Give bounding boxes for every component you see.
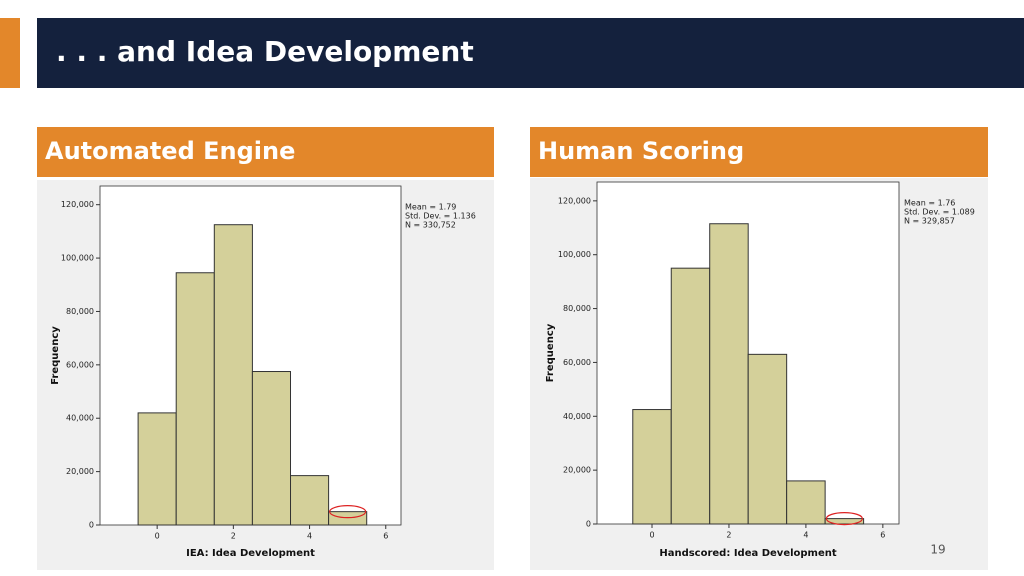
y-axis-label: Frequency [545, 323, 556, 382]
bar [824, 518, 865, 525]
x-axis-label: Handscored: Idea Development [659, 548, 837, 559]
x-axis-label: IEA: Idea Development [186, 548, 315, 559]
panel-title: Human Scoring [538, 137, 744, 165]
slide-title: . . . and Idea Development [56, 35, 474, 68]
page-number: 19 [930, 543, 945, 557]
x-tick-label: 2 [726, 531, 731, 540]
y-tick-label: 20,000 [66, 467, 94, 476]
bar [137, 412, 177, 526]
y-axis-label: Frequency [50, 326, 61, 385]
header-bar [37, 18, 1024, 88]
highlight-circle [329, 505, 367, 519]
x-tick-label: 6 [880, 531, 885, 540]
bar [632, 409, 672, 525]
stat-label: Mean = 1.76 [904, 199, 955, 208]
stat-label: N = 330,752 [405, 221, 456, 230]
stat-label: N = 329,857 [904, 217, 955, 226]
y-tick-label: 0 [89, 521, 94, 530]
y-tick-label: 40,000 [66, 414, 94, 423]
y-tick-label: 120,000 [61, 200, 94, 209]
x-tick-label: 4 [803, 531, 808, 540]
y-tick-label: 80,000 [563, 304, 591, 313]
bar [290, 475, 330, 526]
y-tick-label: 60,000 [563, 358, 591, 367]
panel-header [530, 127, 988, 177]
x-tick-label: 6 [383, 532, 388, 541]
panel-title: Automated Engine [45, 137, 295, 165]
x-tick-label: 0 [155, 532, 160, 541]
bar [328, 511, 368, 526]
accent-bar [0, 18, 20, 88]
y-tick-label: 0 [586, 520, 591, 529]
highlight-circle [825, 512, 863, 526]
x-tick-label: 2 [231, 532, 236, 541]
bar [251, 371, 292, 526]
bar [213, 224, 253, 526]
bar [175, 272, 215, 526]
stat-label: Mean = 1.79 [405, 203, 456, 212]
stat-label: Std. Dev. = 1.089 [904, 208, 975, 217]
bar [670, 267, 711, 525]
y-tick-label: 60,000 [66, 360, 94, 369]
panel-header [37, 127, 494, 177]
bar [709, 223, 749, 525]
stat-label: Std. Dev. = 1.136 [405, 212, 476, 221]
bar [786, 480, 826, 525]
y-tick-label: 100,000 [61, 254, 94, 263]
x-tick-label: 0 [649, 531, 654, 540]
x-tick-label: 4 [307, 532, 312, 541]
y-tick-label: 120,000 [558, 196, 591, 205]
y-tick-label: 80,000 [66, 307, 94, 316]
y-tick-label: 40,000 [563, 412, 591, 421]
y-tick-label: 100,000 [558, 250, 591, 259]
y-tick-label: 20,000 [563, 466, 591, 475]
bar [747, 353, 788, 525]
